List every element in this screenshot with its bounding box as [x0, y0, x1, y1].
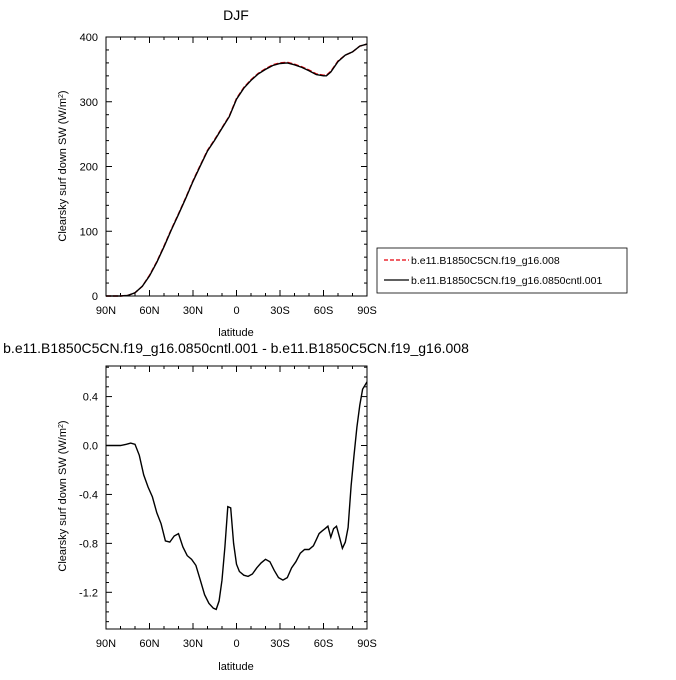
series-line-1 [106, 43, 368, 297]
chart-1-x-axis-label: latitude [218, 327, 253, 339]
x-tick-label: 30S [270, 638, 290, 650]
y-tick-label: 100 [80, 226, 98, 238]
chart-2-title: b.e11.B1850C5CN.f19_g16.0850cntl.001 - b… [3, 340, 469, 356]
x-tick-label: 60S [314, 305, 334, 317]
chart-1-plot-area: 90N 60N 30N 0 30S 60S 90S 0 100 200 300 400 [80, 32, 377, 317]
y-tick-label: 200 [80, 162, 98, 174]
x-tick-label: 0 [233, 638, 239, 650]
chart-1-legend [376, 247, 628, 294]
y-tick-label: 0.0 [83, 441, 98, 453]
y-tick-label: -0.8 [79, 538, 98, 550]
x-tick-label: 30S [270, 305, 290, 317]
y-tick-label: -0.4 [79, 489, 98, 501]
y-tick-label: 300 [80, 97, 98, 109]
legend-label-cntl: b.e11.B1850C5CN.f19_g16.0850cntl.001 [411, 275, 602, 287]
chart-2-y-axis-label: Clearsky surf down SW (W/m2) [57, 420, 69, 571]
x-tick-label: 90S [357, 638, 377, 650]
series-line-1 [106, 381, 368, 611]
chart-1-title: DJF [223, 7, 249, 23]
x-tick-label: 60S [314, 638, 334, 650]
y-tick-label: 0.4 [83, 392, 98, 404]
y-tick-label: 400 [80, 32, 98, 44]
x-tick-label: 30N [183, 638, 203, 650]
chart-2-frame [105, 365, 368, 630]
x-tick-label: 90N [96, 305, 116, 317]
legend-label-exp: b.e11.B1850C5CN.f19_g16.008 [411, 255, 560, 267]
x-tick-label: 60N [139, 638, 159, 650]
series-line-2 [106, 43, 368, 297]
x-tick-label: 90S [357, 305, 377, 317]
chart-1-frame [105, 36, 368, 297]
y-tick-label: -1.2 [79, 587, 98, 599]
chart-1-y-axis-label: Clearsky surf down SW (W/m2) [57, 90, 69, 241]
y-tick-label: 0 [92, 291, 98, 303]
x-tick-label: 0 [233, 305, 239, 317]
chart-2-x-axis-label: latitude [218, 661, 253, 673]
x-tick-label: 90N [96, 638, 116, 650]
x-tick-label: 60N [139, 305, 159, 317]
x-tick-label: 30N [183, 305, 203, 317]
chart-2-plot-area: 90N 60N 30N 0 30S 60S 90S -1.2 -0.8 -0.4 0.0 0.4 [79, 366, 377, 650]
